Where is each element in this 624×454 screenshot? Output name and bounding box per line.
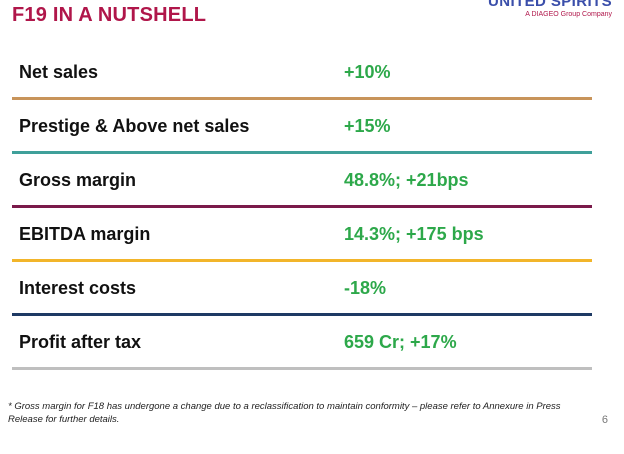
metric-list: Net sales +10% Prestige & Above net sale… <box>12 46 592 370</box>
metric-value: -18% <box>344 278 387 298</box>
metric-row-interest-costs: Interest costs -18% <box>12 262 592 316</box>
metric-label: Prestige & Above net sales <box>19 116 250 136</box>
metric-value: 48.8%; +21bps <box>344 170 469 190</box>
company-logo: UNITED SPIRITS A DIAGEO Group Company <box>488 0 612 19</box>
metric-value: +10% <box>344 62 391 82</box>
row-divider <box>12 205 592 208</box>
metric-row-net-sales: Net sales +10% <box>12 46 592 100</box>
metric-row-ebitda-margin: EBITDA margin 14.3%; +175 bps <box>12 208 592 262</box>
metric-label: Gross margin <box>19 170 137 190</box>
row-divider <box>12 97 592 100</box>
slide-title: F19 IN A NUTSHELL <box>12 4 207 26</box>
metric-row-prestige-above: Prestige & Above net sales +15% <box>12 100 592 154</box>
metric-value: 659 Cr; +17% <box>344 332 457 352</box>
row-divider <box>12 151 592 154</box>
metric-value: +15% <box>344 116 391 136</box>
metric-label: EBITDA margin <box>19 224 151 244</box>
metric-value: 14.3%; +175 bps <box>344 224 484 244</box>
metric-label: Net sales <box>19 62 99 82</box>
row-divider <box>12 367 592 370</box>
metric-row-gross-margin: Gross margin 48.8%; +21bps <box>12 154 592 208</box>
metric-label: Profit after tax <box>19 332 142 352</box>
logo-tagline: A DIAGEO Group Company <box>525 11 612 18</box>
footnote: * Gross margin for F18 has undergone a c… <box>8 401 561 425</box>
row-divider <box>12 313 592 316</box>
logo-name: UNITED SPIRITS <box>488 0 612 10</box>
page-number: 6 <box>601 414 608 426</box>
metric-label: Interest costs <box>19 278 137 298</box>
row-divider <box>12 259 592 262</box>
metric-row-profit-after-tax: Profit after tax 659 Cr; +17% <box>12 316 592 370</box>
